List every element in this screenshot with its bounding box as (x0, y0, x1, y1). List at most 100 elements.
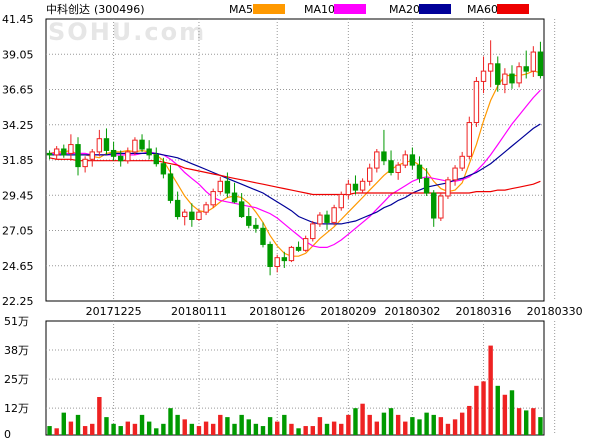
candlestick (189, 203, 195, 227)
candlestick (288, 245, 295, 263)
candle-body (182, 211, 188, 218)
volume-bar (310, 426, 315, 435)
candlestick (267, 241, 273, 276)
volume-bar (360, 403, 365, 435)
volume-bar (189, 423, 195, 435)
volume-bar (452, 419, 458, 435)
candlestick (366, 163, 373, 186)
candlestick (302, 235, 309, 252)
volume-bar (282, 414, 287, 435)
date-tick-label: 20180209 (320, 305, 376, 318)
candlestick (530, 46, 537, 78)
candle-body (160, 163, 167, 175)
candle-body (274, 257, 280, 267)
volume-bar (253, 423, 259, 435)
volume-bar (445, 423, 451, 435)
candle-body (366, 167, 373, 182)
ma-line-ma60 (49, 157, 541, 196)
price-tick-label: 29.45 (2, 189, 34, 202)
volume-bar (346, 414, 351, 435)
candlestick (281, 251, 288, 268)
candlestick (103, 128, 110, 155)
candle-body (537, 51, 544, 77)
candlestick (388, 150, 394, 176)
watermark: SOHU.com (48, 18, 206, 46)
volume-bar (260, 426, 266, 435)
volume-bar (225, 417, 230, 435)
volume-bar (97, 397, 102, 435)
candle-body (196, 211, 202, 220)
candlestick (68, 134, 74, 161)
candlestick (374, 148, 380, 173)
date-tick-label: 20180330 (527, 305, 583, 318)
volume-bar (267, 417, 273, 435)
candle-body (438, 195, 444, 219)
candlestick (516, 62, 522, 88)
legend-swatch-ma10 (334, 4, 366, 14)
candle-body (402, 154, 408, 166)
candlestick (153, 147, 159, 167)
candlestick (224, 172, 231, 198)
candlestick (381, 129, 387, 166)
candle-body (310, 223, 316, 240)
volume-bar (111, 423, 116, 435)
candlestick (459, 151, 465, 172)
volume-bar (125, 421, 131, 435)
volume-bar (502, 394, 508, 435)
volume-bars (47, 345, 543, 435)
candlestick (423, 168, 430, 196)
candlestick (359, 178, 366, 194)
volume-bar (203, 421, 209, 435)
candlestick (473, 77, 480, 127)
candlestick (46, 150, 53, 160)
candlestick (502, 68, 508, 94)
candlestick (75, 137, 81, 176)
candlestick (196, 209, 202, 221)
date-tick-label: 20180316 (456, 305, 512, 318)
candlestick (82, 156, 88, 173)
candlesticks (46, 40, 544, 276)
candlestick (431, 190, 437, 227)
volume-tick-label: 38万 (4, 344, 29, 357)
candle-body (68, 144, 74, 154)
candle-body (466, 122, 473, 157)
volume-y-tick-labels: 51万 38万 25万 12万 0 (4, 315, 29, 440)
candle-body (203, 204, 209, 213)
candlestick (203, 201, 209, 216)
candle-body (473, 80, 480, 124)
candlestick (117, 150, 124, 167)
candle-body (132, 139, 138, 153)
candle-body (338, 194, 344, 209)
candle-body (302, 238, 309, 251)
volume-bar (218, 414, 223, 435)
candlestick (125, 147, 131, 164)
legend-label-ma10: MA10 (304, 3, 335, 16)
volume-bar (210, 423, 216, 435)
candle-body (238, 201, 245, 218)
candle-body (139, 139, 145, 150)
price-tick-label: 36.65 (2, 84, 34, 97)
candlestick (331, 204, 337, 226)
volume-bar (374, 421, 380, 435)
volume-bar (509, 390, 515, 435)
candle-body (224, 180, 231, 194)
date-tick-labels: 20171225 20180111 20180126 20180209 20180302… (86, 305, 583, 318)
price-y-tick-labels: 41.45 39.05 36.65 34.25 31.85 29.45 27.05 24.65… (2, 13, 34, 308)
volume-tick-label: 12万 (4, 402, 29, 415)
volume-bar (367, 414, 372, 435)
candle-body (217, 180, 224, 193)
volume-bar (175, 414, 180, 435)
volume-grid (46, 321, 556, 435)
candle-body (331, 207, 337, 223)
candle-body (324, 214, 330, 223)
candle-body (288, 246, 295, 262)
ma-line-ma10 (49, 89, 541, 248)
candlestick (438, 193, 444, 221)
candlestick (160, 157, 167, 179)
volume-bar (353, 408, 358, 435)
candle-body (89, 151, 95, 160)
candlestick (310, 220, 316, 242)
candlestick (53, 146, 60, 160)
candle-body (409, 154, 416, 166)
